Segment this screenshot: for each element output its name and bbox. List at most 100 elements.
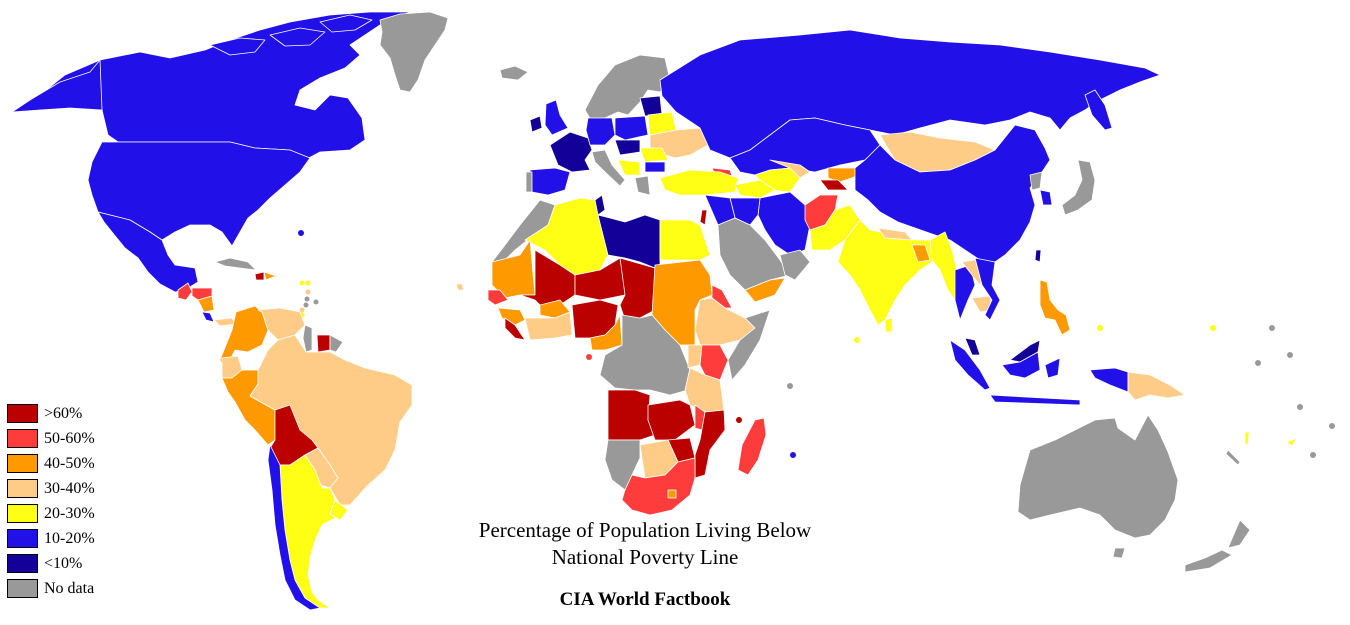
region-hungary bbox=[614, 139, 641, 156]
island-dot bbox=[1210, 325, 1216, 331]
region-vanuatu bbox=[1244, 431, 1250, 446]
island-dot bbox=[305, 280, 311, 286]
region-iceland bbox=[499, 65, 529, 81]
region-kyrgyzstan bbox=[827, 167, 861, 183]
region-bermuda bbox=[298, 230, 304, 236]
legend: >60% 50-60% 40-50% 30-40% 20-30% 10-20% … bbox=[7, 401, 95, 601]
legend-label: 40-50% bbox=[44, 455, 95, 472]
legend-label: 20-30% bbox=[44, 505, 95, 522]
legend-item-10-20: 10-20% bbox=[7, 526, 95, 551]
region-bulgaria bbox=[644, 161, 666, 173]
legend-item-no-data: No data bbox=[7, 576, 95, 601]
region-romania bbox=[639, 147, 669, 163]
island-dot bbox=[303, 302, 309, 308]
legend-label: 50-60% bbox=[44, 430, 95, 447]
region-germany bbox=[585, 117, 616, 146]
island-dot bbox=[1310, 452, 1316, 458]
legend-swatch bbox=[7, 579, 38, 598]
legend-item-30-40: 30-40% bbox=[7, 476, 95, 501]
region-japan bbox=[1061, 159, 1096, 216]
island-dot bbox=[313, 299, 319, 305]
legend-item-20-30: 20-30% bbox=[7, 501, 95, 526]
map-title-line2: National Poverty Line bbox=[551, 545, 739, 569]
region-tunisia bbox=[594, 194, 606, 216]
island-dot bbox=[787, 383, 793, 389]
legend-item-gt60: >60% bbox=[7, 401, 95, 426]
legend-label: <10% bbox=[44, 555, 83, 572]
region-poland bbox=[614, 115, 649, 141]
region-chile bbox=[267, 444, 321, 611]
region-malaysia-borneo bbox=[1009, 339, 1041, 363]
island-dot bbox=[299, 280, 305, 286]
legend-item-50-60: 50-60% bbox=[7, 426, 95, 451]
region-ghana-ivory-coast bbox=[524, 311, 573, 341]
region-ireland bbox=[529, 115, 543, 133]
region-algeria bbox=[524, 197, 609, 276]
region-portugal bbox=[525, 171, 533, 193]
region-french-guiana bbox=[329, 334, 344, 353]
region-tajikistan bbox=[819, 179, 849, 191]
legend-item-40-50: 40-50% bbox=[7, 451, 95, 476]
island-dot bbox=[305, 289, 311, 295]
island-dot bbox=[304, 296, 310, 302]
region-north-korea bbox=[1029, 171, 1043, 191]
region-somalia bbox=[727, 309, 771, 381]
region-new-caledonia bbox=[1225, 449, 1241, 466]
region-canada-arctic-islands bbox=[209, 14, 373, 56]
legend-swatch bbox=[7, 529, 38, 548]
region-suriname bbox=[316, 334, 331, 353]
region-tasmania bbox=[1112, 547, 1126, 559]
region-australia bbox=[1017, 414, 1179, 539]
region-sri-lanka bbox=[884, 317, 893, 333]
region-senegal bbox=[487, 289, 509, 306]
region-guyana bbox=[302, 324, 313, 353]
region-nepal bbox=[877, 227, 913, 241]
island-dot bbox=[736, 417, 742, 423]
region-madagascar bbox=[737, 417, 767, 476]
region-nicaragua bbox=[197, 295, 215, 313]
map-title: Percentage of Population Living Below Na… bbox=[440, 517, 850, 571]
region-guinea bbox=[497, 307, 526, 326]
region-bangladesh bbox=[911, 244, 931, 263]
region-vietnam bbox=[974, 257, 1001, 321]
region-panama bbox=[213, 317, 237, 327]
region-italy bbox=[591, 149, 626, 187]
region-eritrea bbox=[711, 284, 733, 309]
region-greece bbox=[634, 175, 651, 196]
region-egypt bbox=[659, 219, 711, 261]
region-malaysia-peninsula bbox=[964, 337, 981, 356]
region-uruguay bbox=[329, 499, 349, 521]
region-morocco bbox=[491, 199, 556, 266]
region-cape-verde bbox=[455, 283, 465, 291]
legend-label: 30-40% bbox=[44, 480, 95, 497]
region-kamchatka bbox=[1084, 89, 1113, 131]
island-dot bbox=[1287, 352, 1293, 358]
legend-swatch bbox=[7, 479, 38, 498]
region-dominican-republic bbox=[263, 271, 277, 281]
map-source: CIA World Factbook bbox=[559, 589, 731, 610]
region-fiji bbox=[1286, 437, 1298, 447]
island-dot bbox=[854, 337, 860, 343]
island-dot bbox=[1329, 423, 1335, 429]
region-turkey bbox=[659, 169, 739, 196]
region-baltics bbox=[639, 95, 663, 117]
region-mozambique bbox=[694, 409, 726, 479]
island-dot bbox=[790, 452, 796, 458]
legend-swatch bbox=[7, 554, 38, 573]
legend-label: >60% bbox=[44, 405, 83, 422]
island-dot bbox=[1297, 404, 1303, 410]
region-taiwan bbox=[1034, 249, 1042, 263]
region-oman bbox=[779, 249, 811, 281]
island-dot bbox=[1097, 325, 1103, 331]
island-dot bbox=[1269, 325, 1275, 331]
region-new-zealand bbox=[1184, 519, 1251, 573]
legend-label: 10-20% bbox=[44, 530, 95, 547]
region-south-africa bbox=[621, 457, 696, 516]
region-sierra-leone bbox=[504, 317, 526, 341]
legend-swatch bbox=[7, 504, 38, 523]
island-dot bbox=[586, 354, 592, 360]
region-guatemala bbox=[177, 282, 193, 301]
region-balkans bbox=[617, 159, 641, 176]
region-zambia bbox=[647, 399, 696, 441]
